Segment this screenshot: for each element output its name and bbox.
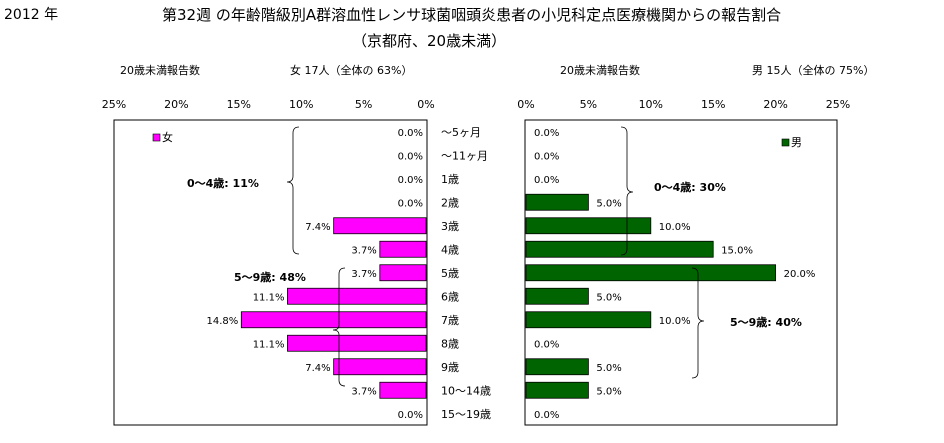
female-tick-label: 20%: [164, 98, 188, 111]
male-value-label: 15.0%: [721, 245, 753, 256]
category-label: 4歳: [441, 243, 459, 256]
female-tick-label: 15%: [227, 98, 251, 111]
female-value-label: 0.0%: [398, 410, 423, 421]
female-value-label: 0.0%: [398, 151, 423, 162]
female-bars: [240, 217, 427, 399]
female-bar: [287, 334, 427, 352]
chart-title: 第32週 の年齢階級別A群溶血性レンサ球菌咽頭炎患者の小児科定点医療機関からの報…: [162, 6, 782, 24]
female-group-label-0-4: 0～4歳: 11%: [187, 176, 259, 190]
female-bar: [379, 240, 427, 258]
category-label: 9歳: [441, 361, 459, 374]
female-tick-label: 5%: [355, 98, 372, 111]
year-label: 2012 年: [4, 7, 59, 23]
male-value-label: 0.0%: [534, 151, 559, 162]
category-label: 3歳: [441, 220, 459, 233]
category-label: 8歳: [441, 337, 459, 350]
female-bar: [240, 311, 427, 329]
category-label: 10～14歳: [441, 384, 491, 397]
male-axis-ticks: 0% 5% 10% 15% 20% 25%: [517, 98, 850, 111]
female-value-label: 0.0%: [398, 175, 423, 186]
male-value-label: 20.0%: [784, 269, 816, 280]
male-group-label-0-4: 0～4歳: 30%: [654, 180, 726, 194]
category-label: 5歳: [441, 267, 459, 280]
female-count-label: 20歳未満報告数: [120, 64, 200, 77]
female-value-labels: 0.0% 0.0% 0.0% 0.0% 7.4% 3.7% 3.7% 11.1% 14.8% 11…: [207, 128, 423, 421]
female-bar: [379, 381, 427, 399]
male-bar: [525, 217, 652, 235]
female-value-label: 3.7%: [351, 269, 376, 280]
female-value-label: 11.1%: [253, 292, 285, 303]
female-group-label-5-9: 5～9歳: 48%: [234, 270, 306, 284]
male-value-label: 10.0%: [659, 222, 691, 233]
male-value-label: 0.0%: [534, 175, 559, 186]
male-bar: [525, 193, 589, 211]
male-bar: [525, 264, 777, 282]
male-value-label: 0.0%: [534, 339, 559, 350]
male-value-label: 0.0%: [534, 128, 559, 139]
male-tick-label: 5%: [580, 98, 597, 111]
male-bar: [525, 381, 589, 399]
category-label: 2歳: [441, 196, 459, 209]
category-label: 1歳: [441, 173, 459, 186]
chart-subtitle: （京都府、20歳未満）: [352, 32, 507, 50]
male-bar: [525, 311, 652, 329]
female-value-label: 11.1%: [253, 339, 285, 350]
male-value-label: 10.0%: [659, 316, 691, 327]
female-value-label: 7.4%: [305, 222, 330, 233]
category-label: 6歳: [441, 290, 459, 303]
category-label: ～5ヶ月: [441, 126, 481, 139]
male-bar: [525, 287, 589, 305]
female-plot-area: [113, 119, 428, 426]
male-bar: [525, 358, 589, 376]
female-bracket-0-4: [286, 126, 300, 255]
male-value-label: 0.0%: [534, 410, 559, 421]
male-tick-label: 15%: [701, 98, 725, 111]
female-axis-ticks: 0% 5% 10% 15% 20% 25%: [102, 98, 435, 111]
female-bracket-5-9: [332, 267, 346, 387]
male-group-label-5-9: 5～9歳: 40%: [730, 315, 802, 329]
female-value-label: 3.7%: [351, 245, 376, 256]
male-bar: [525, 240, 714, 258]
female-tick-label: 0%: [417, 98, 434, 111]
female-bar: [287, 287, 427, 305]
category-label: 7歳: [441, 314, 459, 327]
female-value-label: 14.8%: [207, 316, 239, 327]
female-bar: [333, 217, 427, 235]
female-bar: [333, 358, 427, 376]
male-value-label: 5.0%: [596, 363, 621, 374]
male-plot-area: [524, 119, 838, 426]
male-tick-label: 25%: [826, 98, 850, 111]
category-labels: ～5ヶ月 ～11ヶ月 1歳 2歳 3歳 4歳 5歳 6歳 7歳 8歳 9歳 10～14歳 15～19歳: [441, 126, 491, 421]
male-value-label: 5.0%: [596, 386, 621, 397]
male-bracket-0-4: [620, 126, 634, 256]
male-bracket-5-9: [691, 267, 705, 379]
female-value-label: 3.7%: [351, 386, 376, 397]
male-bars: [525, 193, 777, 399]
male-tick-label: 20%: [763, 98, 787, 111]
male-summary: 男 15人（全体の 75%）: [752, 64, 875, 77]
female-bar: [379, 264, 427, 282]
category-label: ～11ヶ月: [441, 149, 488, 162]
male-value-label: 5.0%: [596, 198, 621, 209]
male-value-labels: 0.0% 0.0% 0.0% 5.0% 10.0% 15.0% 20.0% 5.0% 10.0%…: [534, 128, 815, 421]
female-legend-swatch: [152, 133, 161, 142]
male-tick-label: 0%: [517, 98, 534, 111]
female-tick-label: 10%: [289, 98, 313, 111]
male-tick-label: 10%: [639, 98, 663, 111]
female-summary: 女 17人（全体の 63%）: [290, 64, 413, 77]
female-value-label: 0.0%: [398, 198, 423, 209]
female-tick-label: 25%: [102, 98, 126, 111]
male-count-label: 20歳未満報告数: [560, 64, 640, 77]
female-legend-label: 女: [162, 130, 173, 144]
male-legend-swatch: [781, 138, 790, 147]
male-legend-label: 男: [791, 136, 802, 149]
male-value-label: 5.0%: [596, 292, 621, 303]
category-label: 15～19歳: [441, 408, 491, 421]
female-value-label: 7.4%: [305, 363, 330, 374]
female-value-label: 0.0%: [398, 128, 423, 139]
